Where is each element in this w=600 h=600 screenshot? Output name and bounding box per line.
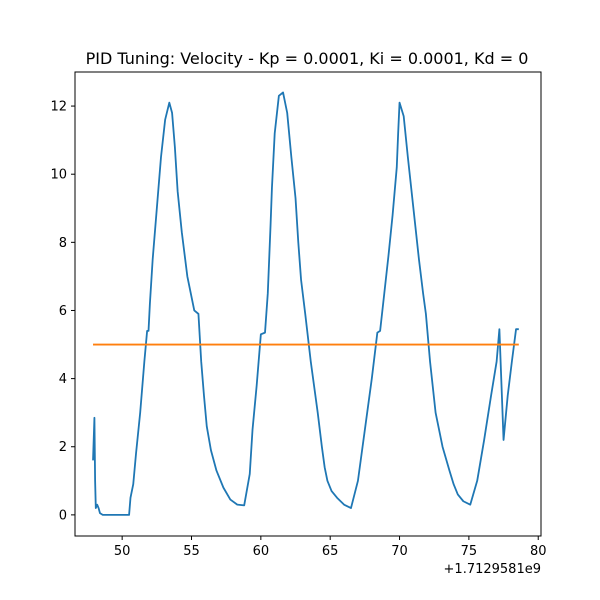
plot-series <box>92 91 519 516</box>
x-tick-label: 55 <box>183 544 200 559</box>
y-tick-label: 6 <box>59 304 67 319</box>
chart-title: PID Tuning: Velocity - Kp = 0.0001, Ki =… <box>86 49 529 68</box>
x-tick-label: 50 <box>114 544 131 559</box>
series-line-1 <box>92 91 519 516</box>
y-tick-label: 12 <box>50 100 67 115</box>
x-tick-label: 75 <box>461 544 478 559</box>
x-tick-label: 60 <box>253 544 270 559</box>
y-tick-label: 2 <box>59 440 67 455</box>
y-tick-label: 0 <box>59 508 67 523</box>
x-tick-label: 70 <box>391 544 408 559</box>
x-tick-label: 65 <box>322 544 339 559</box>
y-tick-label: 10 <box>50 168 67 183</box>
y-axis: 0 2 4 6 8 10 12 <box>50 100 75 523</box>
x-axis-offset-label: +1.7129581e9 <box>444 562 541 577</box>
x-tick-label: 80 <box>530 544 547 559</box>
y-tick-label: 8 <box>59 236 67 251</box>
x-axis: 50 55 60 65 70 75 80 <box>114 536 547 559</box>
plot-area-frame <box>74 71 542 537</box>
y-tick-label: 4 <box>59 372 67 387</box>
